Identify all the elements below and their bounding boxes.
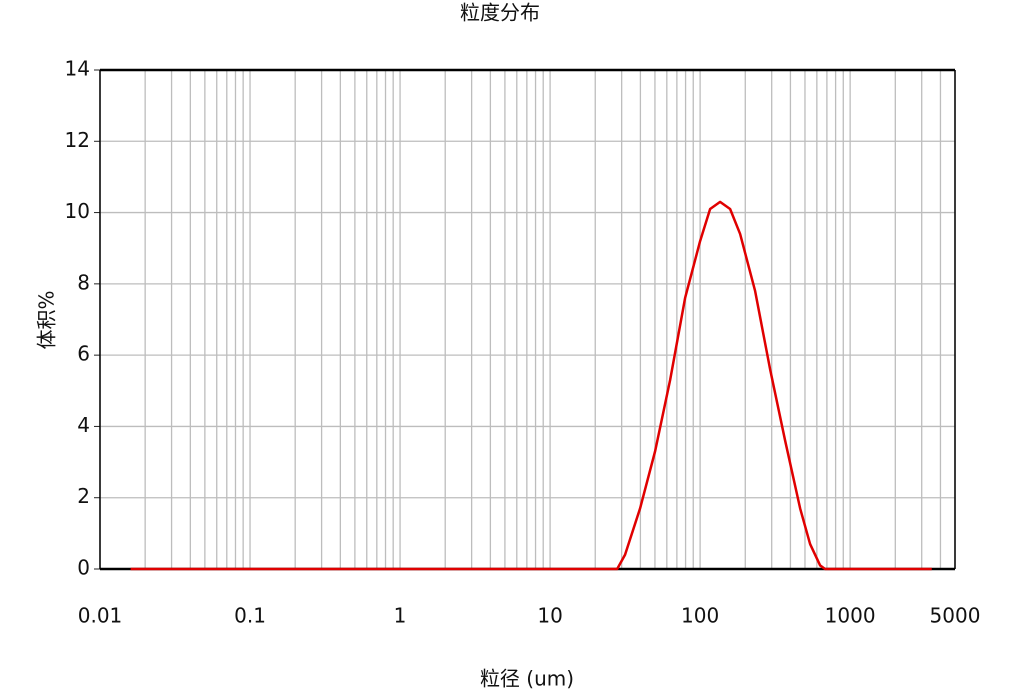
y-tick-label: 2 — [77, 484, 90, 508]
y-tick-label: 4 — [77, 413, 90, 437]
x-tick-label: 5000 — [930, 604, 981, 628]
x-axis-label: 粒径 (um) — [480, 667, 574, 691]
x-tick-label: 1000 — [825, 604, 876, 628]
x-tick-label: 0.1 — [234, 604, 266, 628]
y-axis-label: 体积% — [35, 290, 59, 349]
data-line — [130, 200, 932, 571]
y-tick-label: 8 — [77, 270, 90, 294]
y-tick-label: 6 — [77, 342, 90, 366]
y-tick-label: 0 — [77, 556, 90, 580]
y-tick-label: 10 — [65, 199, 90, 223]
y-tick-label: 12 — [65, 128, 90, 152]
chart-title: 粒度分布 — [460, 1, 540, 25]
x-tick-label: 10 — [537, 604, 562, 628]
x-tick-label: 0.01 — [78, 604, 123, 628]
y-tick-label: 14 — [65, 57, 90, 81]
x-tick-label: 1 — [394, 604, 407, 628]
x-tick-label: 100 — [681, 604, 719, 628]
